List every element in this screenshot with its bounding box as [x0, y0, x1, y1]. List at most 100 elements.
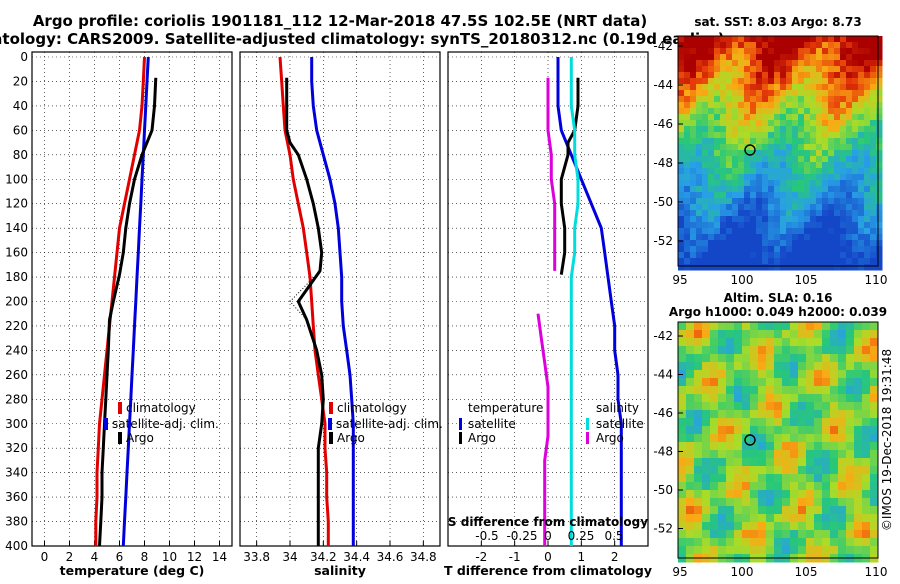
sla-cell: [846, 362, 855, 371]
sst-cell: [690, 234, 697, 241]
sst-cell: [822, 84, 829, 91]
sst-cell: [744, 162, 751, 169]
sla-cell: [814, 418, 823, 427]
series-s-argo-deep: [536, 313, 550, 546]
sst-cell: [822, 210, 829, 217]
sst-cell: [870, 96, 877, 103]
sst-cell: [834, 258, 841, 265]
sst-cell: [744, 174, 751, 181]
sst-cell: [852, 48, 859, 55]
sst-cell: [798, 246, 805, 253]
sst-cell: [750, 246, 757, 253]
sla-cell: [726, 474, 735, 483]
sst-cell: [738, 264, 745, 271]
sla-cell: [774, 546, 783, 555]
sst-cell: [720, 138, 727, 145]
sla-cell: [822, 442, 831, 451]
sla-cell: [782, 434, 791, 443]
sst-cell: [750, 90, 757, 97]
sst-cell: [840, 84, 847, 91]
sla-cell: [734, 434, 743, 443]
temperature-lines: [94, 56, 158, 547]
sla-cell: [710, 474, 719, 483]
sst-cell: [792, 180, 799, 187]
sla-cell: [726, 322, 735, 331]
sst-cell: [744, 264, 751, 271]
sst-cell: [750, 156, 757, 163]
sst-cell: [708, 120, 715, 127]
sst-cell: [798, 144, 805, 151]
sst-cell: [840, 210, 847, 217]
sst-cell: [720, 90, 727, 97]
sst-cell: [690, 144, 697, 151]
sst-cell: [720, 72, 727, 79]
sst-cell: [714, 198, 721, 205]
sst-cell: [786, 108, 793, 115]
sla-cell: [806, 506, 815, 515]
sla-cell: [678, 434, 687, 443]
sst-cell: [840, 90, 847, 97]
sst-cell: [690, 246, 697, 253]
sst-cell: [708, 138, 715, 145]
sst-cell: [732, 216, 739, 223]
sst-cell: [702, 186, 709, 193]
sst-cell: [738, 150, 745, 157]
sst-cell: [798, 120, 805, 127]
sla-map-title-2: Argo h1000: 0.049 h2000: 0.039: [669, 305, 887, 319]
sst-cell: [696, 108, 703, 115]
sst-cell: [756, 60, 763, 67]
sst-cell: [876, 192, 883, 199]
sla-cell: [694, 410, 703, 419]
sst-cell: [696, 60, 703, 67]
sla-cell: [710, 426, 719, 435]
sst-cell: [816, 54, 823, 61]
sst-cell: [786, 54, 793, 61]
legend-t-argo: Argo: [468, 431, 496, 445]
sst-cell: [738, 156, 745, 163]
sst-cell: [870, 186, 877, 193]
sst-cell: [774, 264, 781, 271]
sla-cell: [726, 346, 735, 355]
sst-cell: [738, 186, 745, 193]
sla-cell: [822, 402, 831, 411]
sst-cell: [786, 186, 793, 193]
sst-cell: [702, 90, 709, 97]
sst-cell: [840, 72, 847, 79]
sla-cell: [870, 386, 879, 395]
sst-cell: [798, 162, 805, 169]
sla-cell: [862, 394, 871, 403]
sst-cell: [684, 102, 691, 109]
sst-cell: [834, 150, 841, 157]
sla-cell: [678, 530, 687, 539]
sst-cell: [684, 264, 691, 271]
sst-cell: [768, 234, 775, 241]
sst-cell: [726, 138, 733, 145]
sst-cell: [726, 114, 733, 121]
sst-cell: [852, 222, 859, 229]
sst-cell: [678, 96, 685, 103]
sst-cell: [720, 48, 727, 55]
sst-cell: [708, 132, 715, 139]
sst-cell: [720, 102, 727, 109]
sst-cell: [864, 108, 871, 115]
sst-cell: [738, 48, 745, 55]
sla-cell: [782, 402, 791, 411]
sla-cell: [814, 530, 823, 539]
sst-cell: [738, 36, 745, 43]
sst-cell: [732, 198, 739, 205]
sla-cell: [814, 466, 823, 475]
sst-cell: [690, 180, 697, 187]
sla-cell: [822, 330, 831, 339]
sst-cell: [840, 78, 847, 85]
sst-cell: [804, 84, 811, 91]
sst-cell: [864, 180, 871, 187]
sst-cell: [828, 126, 835, 133]
sla-cell: [790, 322, 799, 331]
xtick-label-4: 2: [611, 550, 619, 564]
sst-cell: [678, 114, 685, 121]
sla-cell: [750, 442, 759, 451]
sst-cell: [864, 66, 871, 73]
sst-cell: [858, 198, 865, 205]
sst-cell: [702, 96, 709, 103]
sst-cell: [708, 102, 715, 109]
